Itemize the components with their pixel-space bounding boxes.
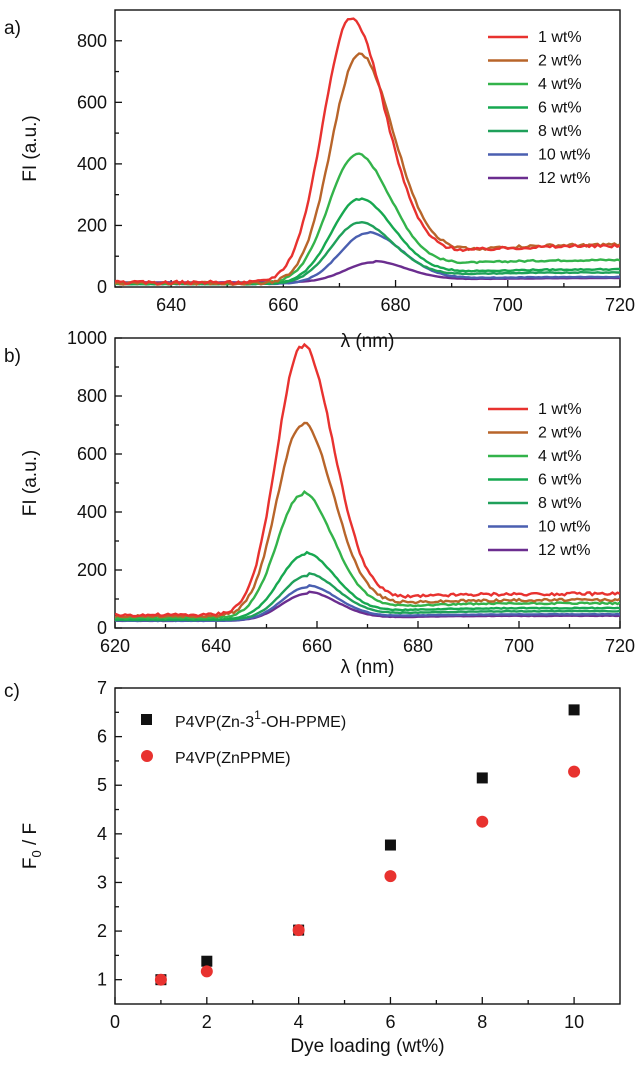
- legend-label: P4VP(Zn-31-OH-PPME): [175, 708, 346, 731]
- x-axis-title: λ (nm): [341, 657, 395, 678]
- legend-label: P4VP(ZnPPME): [175, 750, 291, 767]
- y-tick-label: 5: [97, 775, 107, 795]
- series-line-1wt: [115, 17, 620, 286]
- data-point-circle: [292, 924, 305, 937]
- x-tick-label: 10: [564, 1012, 584, 1032]
- legend-label: 12 wt%: [538, 542, 590, 559]
- y-tick-label: 600: [77, 92, 107, 112]
- y-tick-label: 800: [77, 386, 107, 406]
- panel-a: a) 640 660 680 700 720 0 200 400 600 800 λ (nm) FI …: [4, 9, 635, 352]
- data-point-square: [568, 704, 580, 716]
- panel-b: b) 620 640 660 680 700 720 0 200 400 600 800 1000 λ …: [4, 328, 635, 678]
- series-line-1wt: [115, 342, 620, 618]
- y-tick-label: 0: [97, 618, 107, 638]
- panel-b-label: b): [4, 346, 21, 367]
- legend-label-part: -OH-PPME): [261, 714, 346, 731]
- panel-a-label: a): [4, 18, 21, 39]
- legend-label: 10 wt%: [538, 519, 590, 536]
- legend-label: 4 wt%: [538, 448, 582, 465]
- panel-c-label: c): [4, 681, 20, 702]
- y-axis-title-subscript: 0: [29, 850, 44, 857]
- y-tick-label: 600: [77, 444, 107, 464]
- data-point-square: [476, 772, 488, 784]
- x-tick-label: 0: [110, 1012, 120, 1032]
- legend-label-part: P4VP(Zn-3: [175, 714, 254, 731]
- y-axis-title: FI (a.u.): [20, 115, 41, 182]
- y-tick-label: 4: [97, 824, 107, 844]
- x-axis-title: λ (nm): [341, 331, 395, 352]
- x-tick-label: 640: [156, 295, 186, 315]
- data-point-circle: [154, 973, 167, 986]
- x-tick-label: 680: [403, 636, 433, 656]
- series-line-8wt: [115, 220, 620, 286]
- legend-label: 2 wt%: [538, 425, 582, 442]
- legend-label: 12 wt%: [538, 170, 590, 187]
- y-tick-label: 800: [77, 31, 107, 51]
- legend-label: 10 wt%: [538, 147, 590, 164]
- y-tick-label: 200: [77, 560, 107, 580]
- legend-marker-square: [141, 714, 152, 725]
- legend-label-superscript: 1: [254, 708, 261, 722]
- x-tick-label: 640: [201, 636, 231, 656]
- x-tick-label: 6: [385, 1012, 395, 1032]
- y-tick-label: 7: [97, 678, 107, 698]
- legend-label: 8 wt%: [538, 495, 582, 512]
- series-line-10wt: [115, 230, 620, 286]
- data-point-circle: [200, 965, 213, 978]
- legend-label: 1 wt%: [538, 401, 582, 418]
- x-tick-label: 680: [381, 295, 411, 315]
- legend-label: 8 wt%: [538, 123, 582, 140]
- plot-frame: [114, 687, 621, 1005]
- y-tick-label: 1000: [67, 328, 107, 348]
- y-tick-label: 3: [97, 872, 107, 892]
- legend-label: 2 wt%: [538, 53, 582, 70]
- x-tick-label: 8: [477, 1012, 487, 1032]
- plot-frame: [114, 9, 621, 288]
- y-tick-label: 1: [97, 970, 107, 990]
- legend-label: 6 wt%: [538, 100, 582, 117]
- data-point-square: [201, 955, 213, 967]
- data-point-circle: [476, 815, 489, 828]
- y-tick-label: 400: [77, 502, 107, 522]
- data-point-circle: [568, 765, 581, 778]
- series-line-4wt: [115, 489, 620, 620]
- y-axis-title: F0 / F: [20, 823, 44, 869]
- legend-marker-circle: [141, 750, 153, 762]
- x-tick-label: 620: [100, 636, 130, 656]
- x-tick-label: 660: [302, 636, 332, 656]
- x-tick-label: 2: [202, 1012, 212, 1032]
- x-axis-title: Dye loading (wt%): [290, 1036, 444, 1057]
- x-tick-label: 720: [605, 295, 635, 315]
- x-tick-label: 700: [504, 636, 534, 656]
- x-tick-label: 660: [268, 295, 298, 315]
- y-axis-title-rest: / F: [20, 823, 41, 850]
- legend-label: 4 wt%: [538, 76, 582, 93]
- y-tick-label: 200: [77, 215, 107, 235]
- y-tick-label: 6: [97, 727, 107, 747]
- legend-label: 1 wt%: [538, 29, 582, 46]
- data-point-square: [384, 839, 396, 851]
- legend-label: 6 wt%: [538, 472, 582, 489]
- x-tick-label: 700: [493, 295, 523, 315]
- data-point-circle: [384, 870, 397, 883]
- x-tick-label: 720: [605, 636, 635, 656]
- y-axis-title: FI (a.u.): [20, 450, 41, 517]
- x-tick-label: 4: [294, 1012, 304, 1032]
- y-tick-label: 2: [97, 921, 107, 941]
- y-tick-label: 0: [97, 277, 107, 297]
- y-tick-label: 400: [77, 154, 107, 174]
